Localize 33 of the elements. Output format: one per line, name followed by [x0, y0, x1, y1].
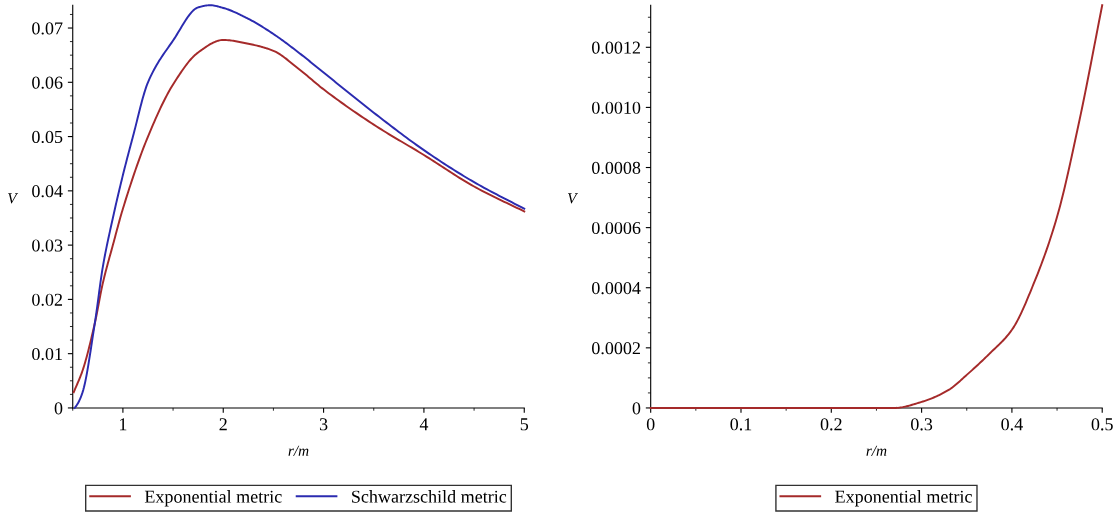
- x-axis-title: r/m: [288, 445, 309, 456]
- y-axis-title: V: [8, 193, 19, 204]
- x-tick-label: 2: [219, 418, 227, 431]
- x-tick-label: 0.4: [1001, 418, 1023, 431]
- y-tick-label: 0.06: [32, 76, 63, 89]
- x-axis-title: r/m: [866, 445, 887, 456]
- legend-label: Exponential metric: [835, 490, 972, 507]
- y-tick-label: 0.02: [32, 293, 63, 306]
- legend-label: Schwarzschild metric: [352, 490, 507, 503]
- x-tick-label: 0: [646, 418, 655, 431]
- x-tick-label: 0.1: [730, 418, 752, 431]
- legend-label: Exponential metric: [144, 490, 282, 507]
- x-tick-label: 0.2: [820, 418, 842, 431]
- y-tick-label: 0.0010: [592, 101, 641, 114]
- y-tick-label: 0.05: [32, 130, 63, 144]
- y-tick-label: 0.0004: [592, 281, 641, 295]
- y-tick-label: 0.0002: [592, 342, 640, 355]
- y-tick-label: 0.0012: [592, 41, 640, 54]
- y-tick-label: 0.0008: [592, 161, 641, 175]
- y-tick-label: 0.07: [32, 22, 63, 35]
- x-tick-label: 0.3: [911, 418, 933, 431]
- y-tick-label: 0: [632, 402, 641, 415]
- y-tick-label: 0: [54, 402, 63, 415]
- x-tick-label: 3: [319, 418, 328, 431]
- y-tick-label: 0.03: [32, 239, 63, 252]
- x-tick-label: 4: [419, 418, 429, 431]
- y-axis-title: V: [568, 193, 579, 204]
- x-tick-label: 1: [119, 418, 127, 431]
- x-tick-label: 5: [520, 418, 529, 431]
- y-tick-label: 0.0006: [592, 221, 641, 235]
- y-tick-label: 0.04: [32, 185, 63, 198]
- y-tick-label: 0.01: [32, 347, 62, 361]
- x-tick-label: 0.5: [1091, 418, 1113, 431]
